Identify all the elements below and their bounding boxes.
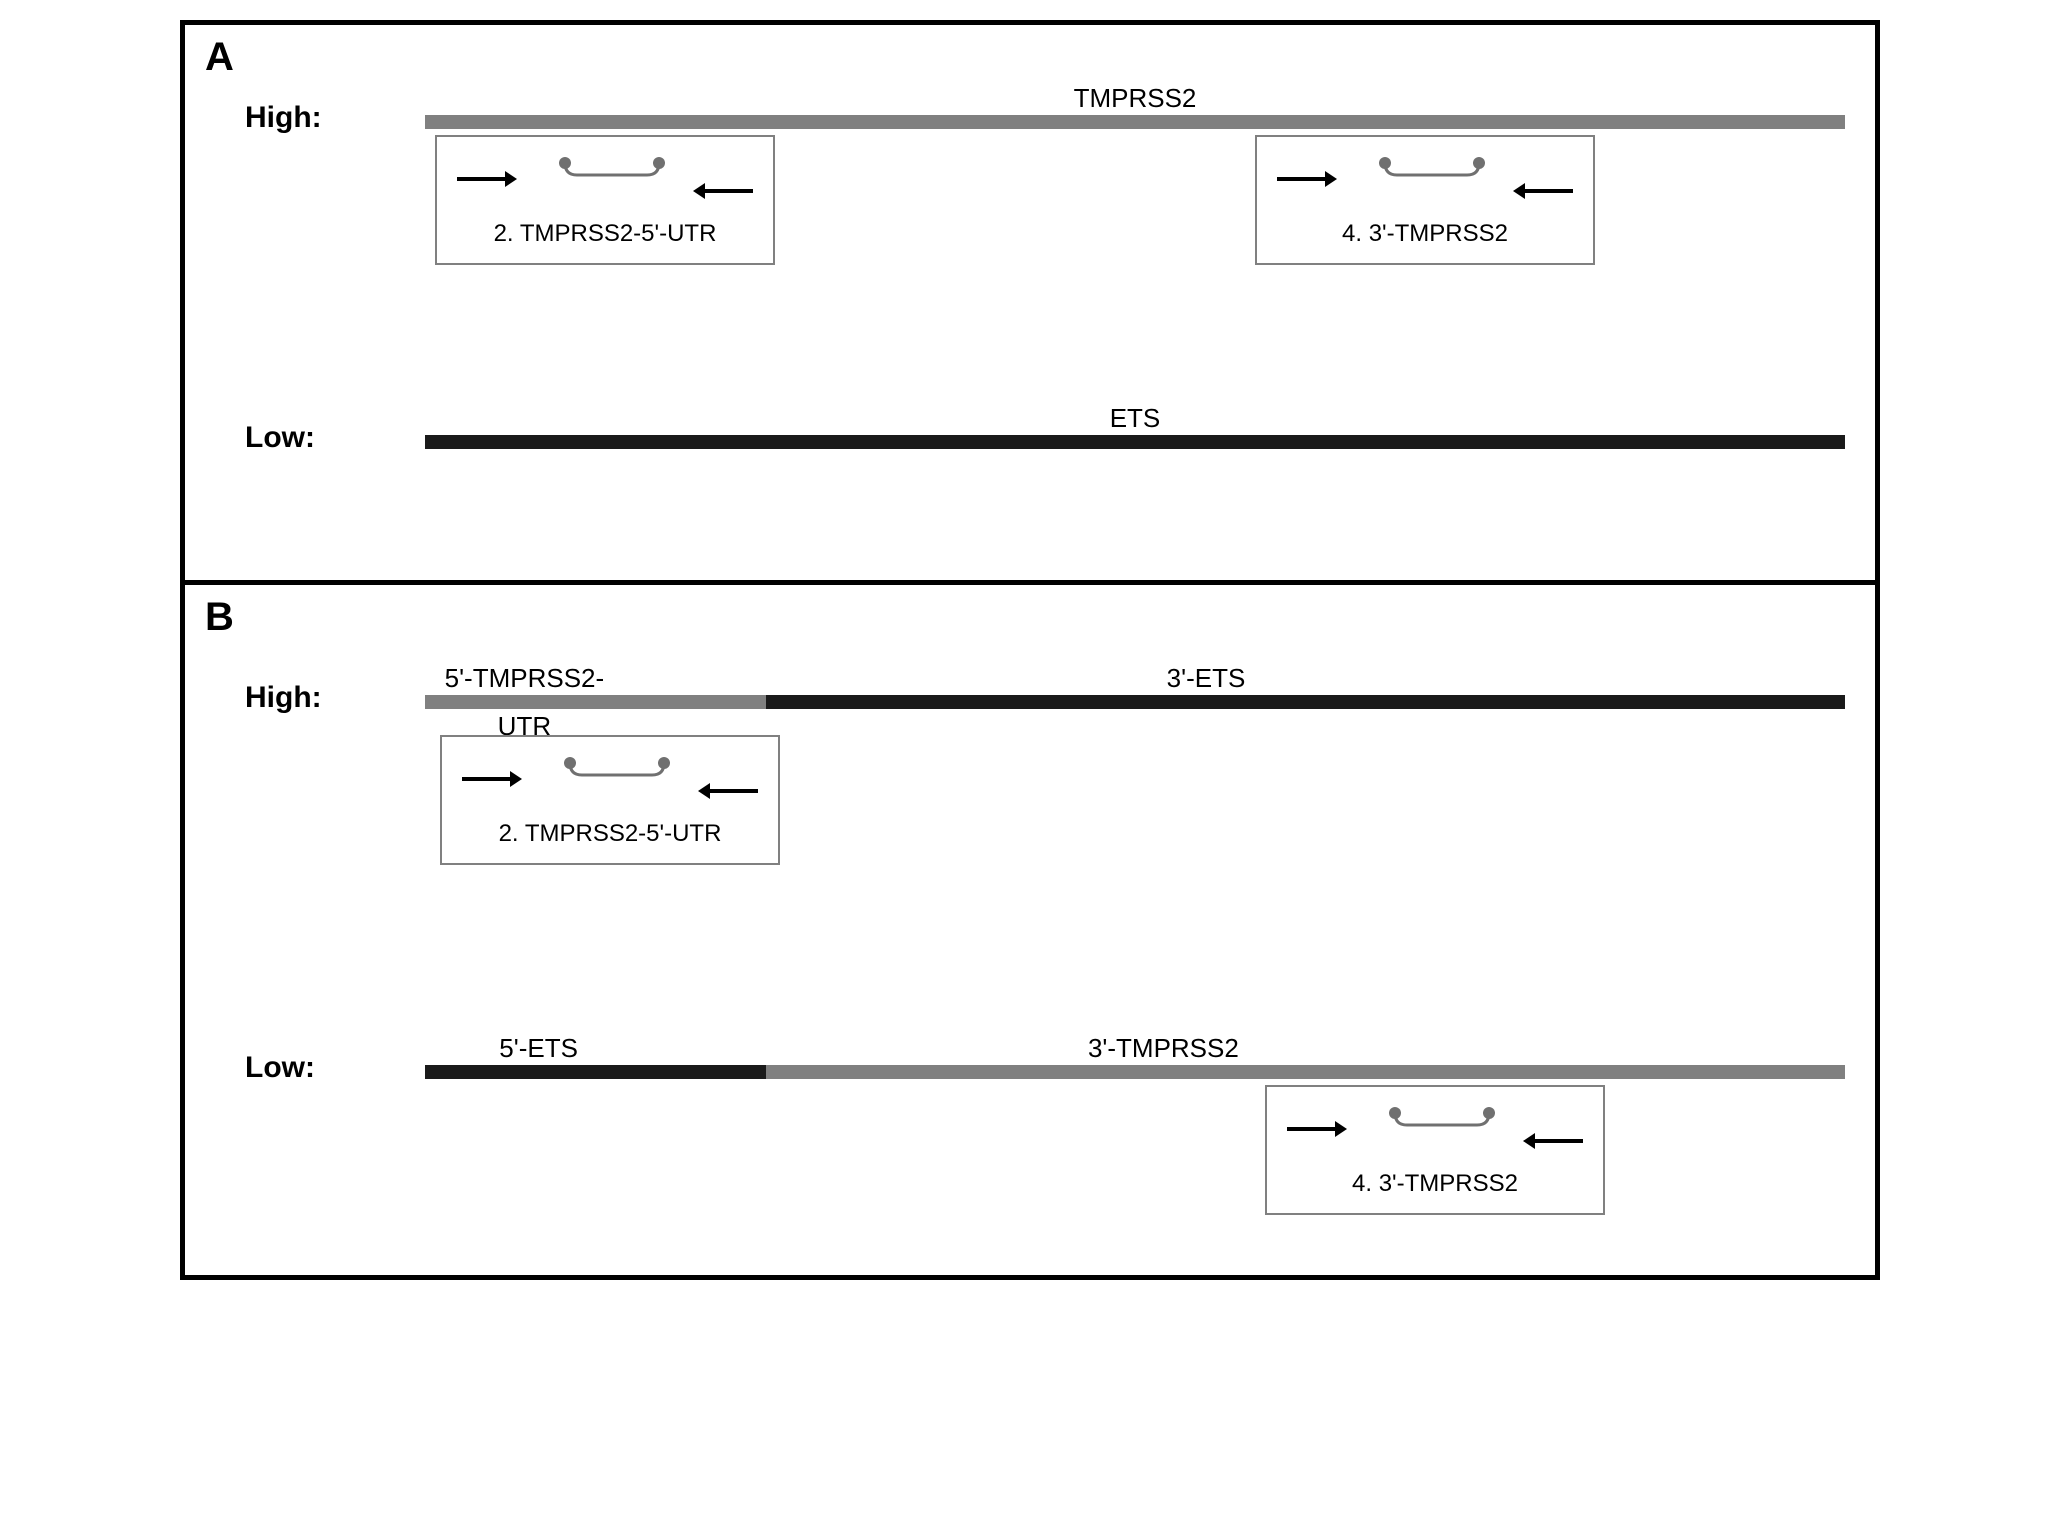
seg-3tmprss2 xyxy=(766,1065,1845,1079)
row-label-low: Low: xyxy=(245,421,315,455)
arrow-right-icon xyxy=(462,767,522,791)
probe-box-a2: 4. 3'-TMPRSS2 xyxy=(1255,135,1595,265)
probe-glyph-icon xyxy=(1387,1105,1497,1134)
probe-glyph-icon xyxy=(562,755,672,784)
probe-box-b2: 4. 3'-TMPRSS2 xyxy=(1265,1085,1605,1215)
arrow-left-icon xyxy=(693,179,753,203)
seg-label-line1: 5'-TMPRSS2- xyxy=(445,663,605,693)
track-b-high: 5'-TMPRSS2- UTR 3'-ETS xyxy=(425,695,1845,709)
arrow-left-icon xyxy=(1523,1129,1583,1153)
probe-glyph-icon xyxy=(557,155,667,184)
figure-container: A High: TMPRSS2 xyxy=(180,20,1880,1280)
seg-5tmprss2 xyxy=(425,695,766,709)
seg-tmprss2-full xyxy=(425,115,1845,129)
arrow-left-icon xyxy=(1513,179,1573,203)
panel-a: A High: TMPRSS2 xyxy=(180,20,1880,580)
probe-box-b1: 2. TMPRSS2-5'-UTR xyxy=(440,735,780,865)
panel-a-label: A xyxy=(205,35,234,80)
arrow-right-icon xyxy=(457,167,517,191)
track-label-tmprss2: TMPRSS2 xyxy=(1074,83,1197,114)
seg-3ets xyxy=(766,695,1845,709)
track-label-3tmprss2: 3'-TMPRSS2 xyxy=(1088,1033,1239,1064)
track-label-5ets: 5'-ETS xyxy=(499,1033,578,1064)
row-label-low: Low: xyxy=(245,1051,315,1085)
track-b-low: 5'-ETS 3'-TMPRSS2 xyxy=(425,1065,1845,1079)
probe-label: 2. TMPRSS2-5'-UTR xyxy=(442,820,778,848)
probe-label: 4. 3'-TMPRSS2 xyxy=(1267,1170,1603,1198)
seg-ets-full xyxy=(425,435,1845,449)
track-label-5tmprss2: 5'-TMPRSS2- xyxy=(445,663,605,694)
track-label-3ets: 3'-ETS xyxy=(1167,663,1246,694)
seg-5ets xyxy=(425,1065,766,1079)
arrow-right-icon xyxy=(1277,167,1337,191)
row-label-high: High: xyxy=(245,101,322,135)
panel-b: B High: 5'-TMPRSS2- UTR 3'-ETS xyxy=(180,580,1880,1280)
probe-label: 2. TMPRSS2-5'-UTR xyxy=(437,220,773,248)
probe-box-a1: 2. TMPRSS2-5'-UTR xyxy=(435,135,775,265)
track-a-low: ETS xyxy=(425,435,1845,449)
row-label-high: High: xyxy=(245,681,322,715)
arrow-left-icon xyxy=(698,779,758,803)
arrow-right-icon xyxy=(1287,1117,1347,1141)
probe-label: 4. 3'-TMPRSS2 xyxy=(1257,220,1593,248)
probe-glyph-icon xyxy=(1377,155,1487,184)
panel-b-label: B xyxy=(205,595,234,640)
track-a-high: TMPRSS2 xyxy=(425,115,1845,129)
track-label-ets: ETS xyxy=(1110,403,1161,434)
